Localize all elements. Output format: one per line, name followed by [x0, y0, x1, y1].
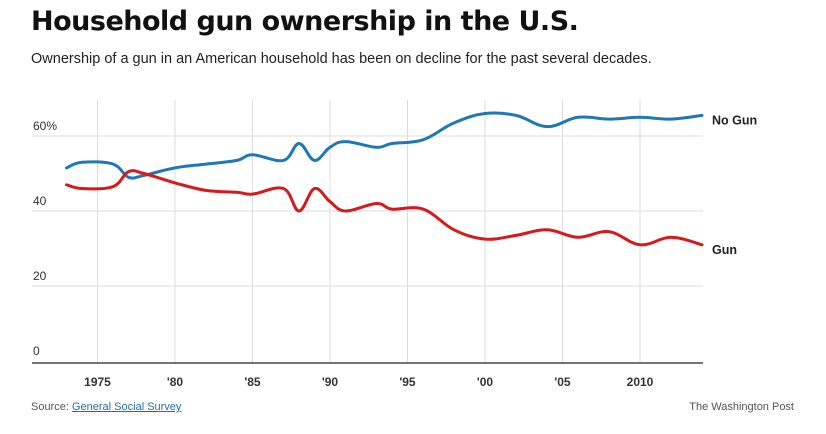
x-tick-label: '90 [322, 375, 339, 389]
series-label-no-gun: No Gun [712, 113, 757, 127]
page-title: Household gun ownership in the U.S. [31, 6, 579, 37]
y-tick-label: 20 [33, 269, 47, 283]
x-tick-label: '95 [399, 375, 416, 389]
series-line-no-gun [65, 111, 704, 180]
source-link[interactable]: General Social Survey [71, 401, 182, 413]
x-tick-label: '80 [167, 375, 184, 389]
source-note: Source: General Social Survey [31, 401, 181, 413]
x-tick-label: 1975 [84, 375, 111, 389]
credit: The Washington Post [689, 401, 794, 413]
x-tick-label: 2010 [627, 375, 654, 389]
series-line-gun [65, 169, 704, 247]
series-label-gun: Gun [712, 243, 737, 257]
y-tick-label: 40 [33, 194, 47, 208]
x-tick-label: '05 [554, 375, 571, 389]
x-tick-label: '00 [477, 375, 494, 389]
labels: 1975 '80 '85 '90 '95 '00 '05 2010 0 20 40 60% No Gun… [33, 113, 757, 389]
grid [32, 100, 703, 364]
series-layer [65, 111, 704, 247]
x-tick-label: '85 [244, 375, 261, 389]
source-prefix: Source: [31, 401, 69, 413]
y-tick-label: 0 [33, 344, 40, 358]
page-subtitle: Ownership of a gun in an American househ… [31, 51, 652, 67]
y-tick-label: 60% [33, 119, 57, 133]
